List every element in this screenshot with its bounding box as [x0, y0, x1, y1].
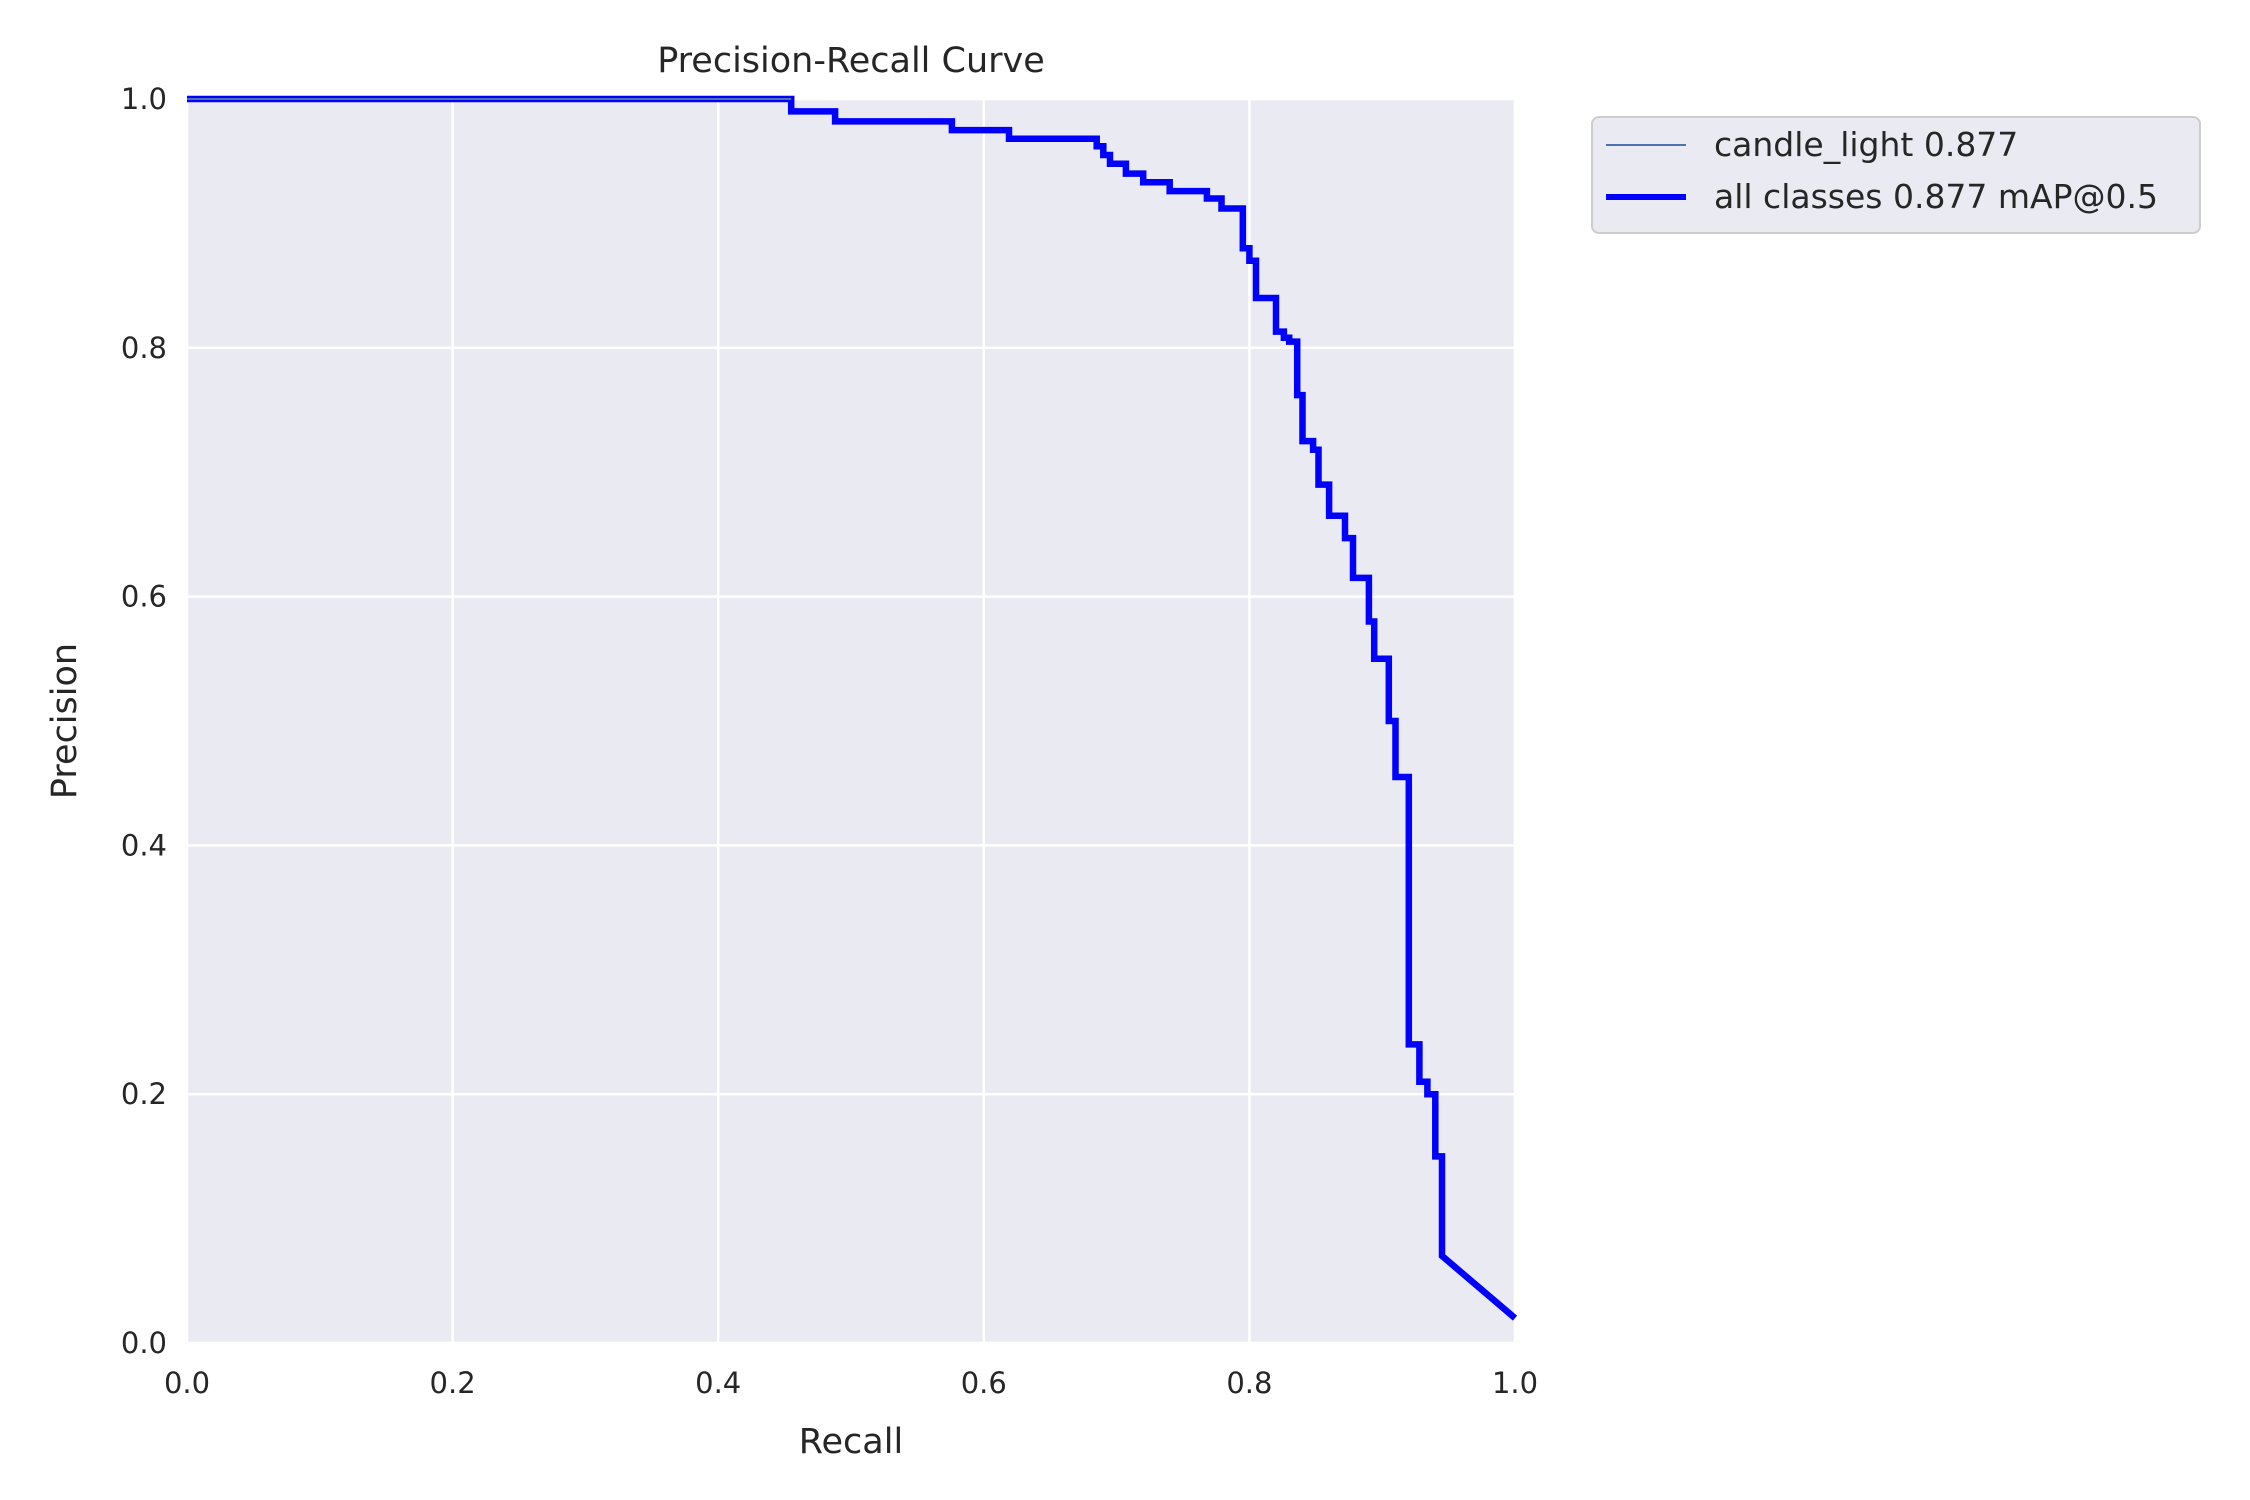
x-axis-label: Recall: [799, 1422, 903, 1462]
x-tick-label: 0.8: [1226, 1366, 1272, 1400]
legend-label-all-classes: all classes 0.877 mAP@0.5: [1714, 177, 2158, 216]
x-tick-label: 0.6: [961, 1366, 1007, 1400]
y-tick-label: 0.8: [121, 331, 167, 365]
series-line-all-classes: [187, 95, 1518, 1321]
y-tick-label: 0.4: [121, 828, 167, 862]
y-tick-label: 0.0: [121, 1326, 167, 1360]
y-tick-label: 0.2: [121, 1077, 167, 1111]
y-tick-label: 1.0: [121, 82, 167, 116]
x-tick-label: 0.2: [430, 1366, 476, 1400]
x-tick-label: 0.0: [164, 1366, 210, 1400]
tick-labels: 0.0 0.2 0.4 0.6 0.8 1.0 0.0 0.2 0.4 0.6 0.8 1.0: [121, 82, 1538, 1400]
series-layer: [187, 95, 1518, 1321]
y-tick-label: 0.6: [121, 580, 167, 614]
legend: candle_light 0.877 all classes 0.877 mAP…: [1591, 116, 2201, 234]
legend-label-candle-light: candle_light 0.877: [1714, 125, 2018, 164]
legend-box: [1591, 116, 2201, 234]
x-tick-label: 0.4: [695, 1366, 741, 1400]
y-axis-label: Precision: [45, 643, 85, 799]
plot-background: [187, 99, 1515, 1343]
chart-title: Precision-Recall Curve: [657, 41, 1045, 81]
x-tick-label: 1.0: [1492, 1366, 1538, 1400]
